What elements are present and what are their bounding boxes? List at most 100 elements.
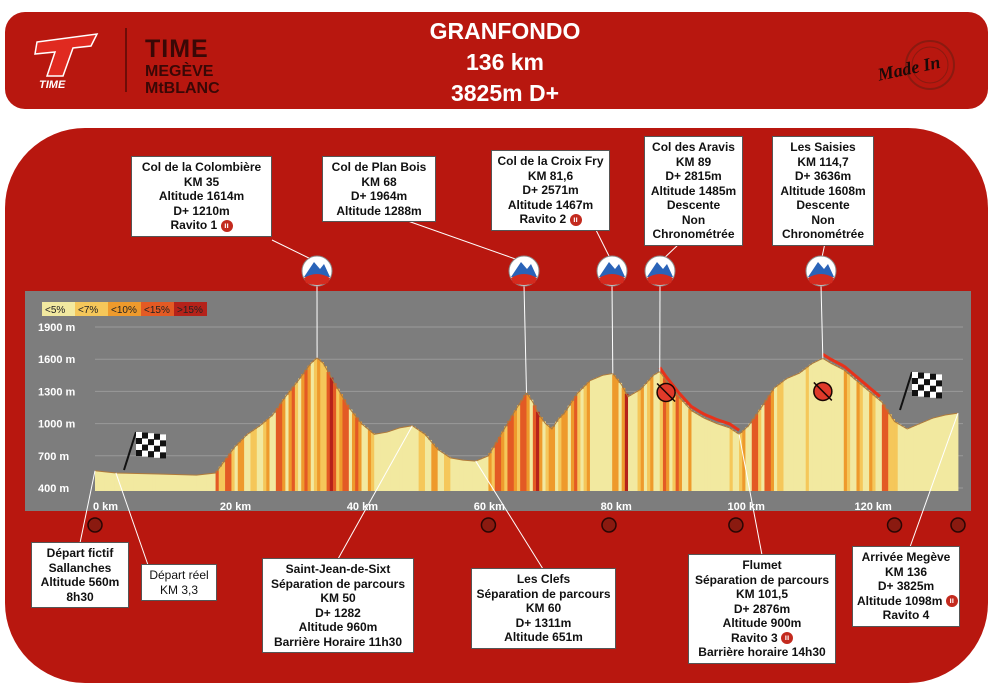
profile-segment <box>377 433 381 491</box>
profile-segment <box>348 409 353 491</box>
profile-segment <box>206 473 210 491</box>
profile-segment <box>859 384 864 491</box>
profile-segment <box>900 426 905 491</box>
food-icon: ıı <box>945 595 958 608</box>
profile-segment <box>593 378 597 491</box>
x-tick-label: 100 km <box>728 501 766 513</box>
profile-segment <box>259 424 264 491</box>
profile-segment <box>548 427 553 491</box>
profile-segment <box>266 419 270 491</box>
profile-segment <box>907 428 911 491</box>
x-tick-label: 120 km <box>854 501 892 513</box>
profile-segment <box>545 424 550 491</box>
profile-segment <box>850 376 854 491</box>
profile-segment <box>294 382 299 491</box>
profile-segment <box>221 462 226 491</box>
profile-segment <box>386 431 391 491</box>
profile-segment <box>504 426 508 491</box>
profile-segment <box>885 409 889 491</box>
y-tick-label: 1300 m <box>38 386 76 398</box>
profile-segment <box>770 390 775 491</box>
profile-segment <box>431 443 435 491</box>
y-tick-label: 700 m <box>38 451 69 463</box>
finish-flag-square <box>924 379 930 386</box>
legend-label: <7% <box>78 305 98 316</box>
profile-segment <box>253 428 258 491</box>
profile-segment <box>596 377 600 491</box>
profile-segment <box>926 420 930 491</box>
profile-segment <box>777 384 781 491</box>
made-in-stamp-icon: Made In <box>875 40 955 90</box>
profile-segment <box>881 404 886 491</box>
x-tick-label: 80 km <box>601 501 632 513</box>
profile-segment <box>650 377 654 491</box>
profile-segment <box>291 386 296 491</box>
profile-segment <box>843 371 848 491</box>
profile-segment <box>190 474 194 491</box>
profile-segment <box>313 359 318 491</box>
profile-segment <box>574 395 578 491</box>
profile-segment <box>136 473 140 491</box>
profile-segment <box>894 422 899 491</box>
profile-segment <box>256 426 261 491</box>
profile-segment <box>739 432 743 491</box>
profile-segment <box>583 385 588 491</box>
mountain-peak <box>511 262 537 277</box>
finish-flag-square <box>930 391 936 398</box>
profile-segment <box>751 418 756 491</box>
profile-segment <box>773 386 778 491</box>
start-flag-square <box>148 445 154 452</box>
profile-segment <box>659 373 664 491</box>
profile-segment <box>904 428 908 491</box>
profile-segment <box>399 427 404 491</box>
profile-segment <box>310 362 315 491</box>
profile-outline <box>94 357 959 476</box>
profile-segment <box>564 410 569 491</box>
climb-detail: Chronométrée <box>781 227 864 241</box>
profile-segment <box>827 362 832 491</box>
point-connector <box>738 434 763 556</box>
profile-segment <box>840 369 845 491</box>
total-distance: 136 km <box>465 49 544 75</box>
point-detail: D+ 2876m <box>733 601 791 616</box>
point-detail: 8h30 <box>66 589 94 604</box>
profile-segment <box>510 415 515 491</box>
point-detail: Séparation de parcours <box>270 576 406 591</box>
start-flag-square <box>142 438 148 445</box>
profile-segment <box>405 426 410 491</box>
profile-segment <box>558 417 562 491</box>
point-detail: KM 101,5 <box>735 587 789 601</box>
profile-segment <box>818 359 822 491</box>
profile-segment <box>754 414 759 491</box>
profile-segment <box>675 394 680 491</box>
profile-segment <box>570 400 575 491</box>
profile-segment <box>424 436 429 491</box>
profile-segment <box>732 431 737 491</box>
point-detail: Ravito 4 <box>882 608 930 622</box>
profile-segment <box>247 433 251 491</box>
profile-segment <box>875 398 880 491</box>
stopwatch-icon <box>480 517 497 533</box>
profile-segment <box>529 399 534 491</box>
profile-segment <box>177 474 182 491</box>
point-detail: Sallanches <box>48 560 112 575</box>
profile-segment <box>640 387 645 491</box>
point-name: Départ fictif <box>46 546 114 560</box>
profile-segment <box>98 471 102 491</box>
profile-segment <box>954 413 959 491</box>
profile-segment <box>497 437 502 491</box>
profile-segment <box>856 382 861 491</box>
finish-flag-square <box>936 380 942 387</box>
profile-segment <box>929 418 934 491</box>
profile-segment <box>748 423 753 491</box>
start-flag-square <box>154 433 160 440</box>
point-name: Arrivée Megève <box>861 550 951 564</box>
logo-text: TIME <box>39 79 66 91</box>
profile-segment <box>285 394 289 491</box>
profile-segment <box>209 473 213 491</box>
point-detail: KM 3,3 <box>159 582 198 597</box>
profile-segment <box>320 362 324 491</box>
profile-segment <box>694 413 699 491</box>
finish-flag-square <box>912 384 918 390</box>
profile-segment <box>745 427 749 491</box>
